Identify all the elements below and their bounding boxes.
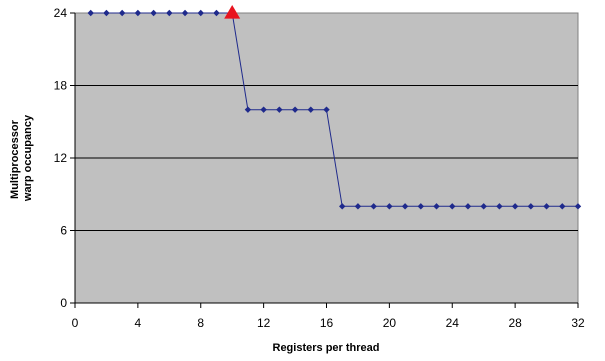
data-point: [118, 9, 126, 17]
data-point: [527, 203, 535, 210]
data-point: [134, 9, 142, 17]
data-point: [244, 106, 252, 113]
data-point: [401, 203, 409, 210]
data-point: [464, 203, 472, 210]
data-point: [339, 203, 346, 210]
x-tick-label: 0: [72, 316, 79, 330]
data-point: [166, 9, 173, 17]
data-point: [197, 9, 204, 17]
data-point: [150, 9, 157, 17]
grid-lines: [75, 85, 578, 231]
y-axis-title-line-2: warp occupancy: [22, 114, 34, 202]
y-tick-label: 6: [60, 224, 67, 238]
data-point: [511, 203, 519, 210]
x-tick-label: 4: [135, 316, 142, 330]
data-point: [181, 9, 189, 17]
y-tick-label: 24: [54, 6, 68, 20]
data-point: [449, 203, 456, 210]
y-tick-label: 12: [54, 151, 68, 165]
data-point: [417, 203, 425, 210]
x-tick-labels: 0 4 8 12 16 20 24 28 32: [72, 316, 585, 330]
data-point: [307, 106, 314, 113]
data-point: [480, 203, 487, 210]
x-tick-label: 20: [383, 316, 397, 330]
data-point: [574, 203, 582, 210]
x-tick-label: 16: [320, 316, 334, 330]
y-axis-title-line-1: Multiprocessor: [9, 119, 21, 199]
series-markers: [87, 9, 582, 210]
y-tick-label: 18: [54, 79, 68, 93]
y-axis-title: Multiprocessor warp occupancy: [9, 114, 34, 202]
y-tick-labels: 0 6 12 18 24: [54, 6, 68, 310]
x-tick-label: 8: [197, 316, 204, 330]
highlight-triangle: [224, 5, 241, 19]
axes: [70, 12, 579, 308]
data-point: [386, 203, 393, 210]
x-tick-label: 28: [508, 316, 522, 330]
x-tick-label: 12: [257, 316, 271, 330]
y-tick-label: 0: [60, 296, 67, 310]
data-point: [433, 203, 440, 210]
data-point: [543, 203, 550, 210]
data-point: [276, 106, 283, 113]
data-point: [323, 106, 330, 113]
x-tick-label: 32: [571, 316, 585, 330]
x-axis-title: Registers per thread: [273, 342, 380, 354]
x-tick-label: 24: [446, 316, 460, 330]
data-point: [354, 203, 362, 210]
data-point: [291, 106, 299, 113]
data-point: [370, 203, 377, 210]
highlight-marker: [224, 5, 241, 19]
data-point: [87, 9, 94, 17]
data-point: [103, 9, 110, 17]
data-point: [260, 106, 267, 113]
data-point: [496, 203, 503, 210]
data-point: [213, 9, 220, 17]
data-point: [559, 203, 566, 210]
